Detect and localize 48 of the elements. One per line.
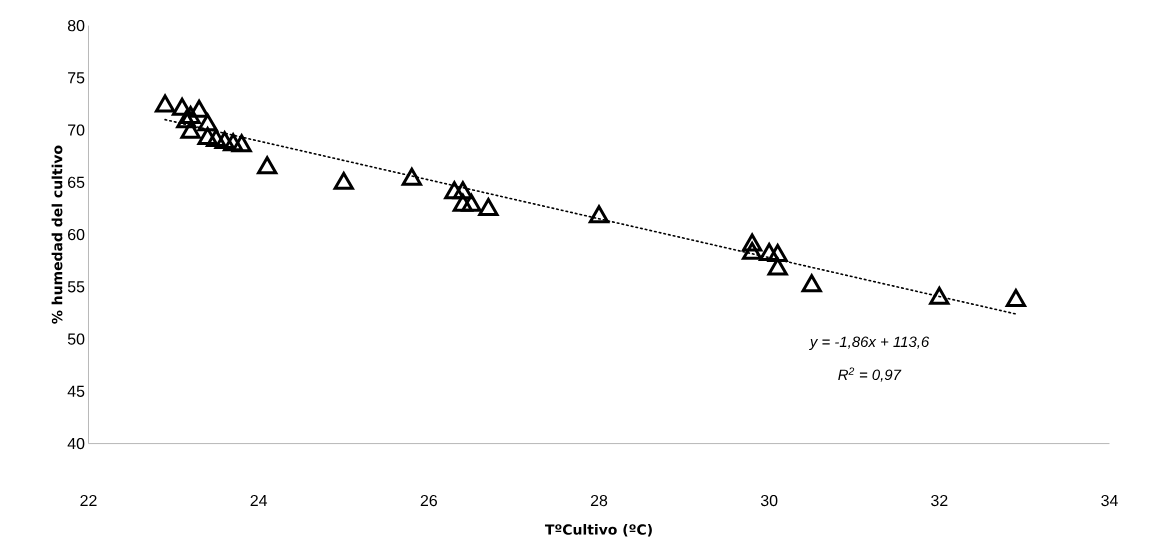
annotation: y = -1,86x + 113,6 (809, 336, 930, 351)
y-axis-title: % humedad del cultivo (51, 145, 63, 324)
y-tick-label: 70 (68, 124, 85, 136)
point (588, 205, 610, 224)
x-tick-label: 34 (1101, 494, 1118, 507)
point (197, 113, 218, 132)
point (444, 181, 465, 200)
point (257, 156, 278, 175)
point (742, 241, 763, 260)
y-tick-label: 55 (67, 281, 85, 293)
x-tick-label: 28 (590, 494, 608, 507)
point (929, 286, 950, 305)
point (801, 274, 822, 293)
y-tick-label: 45 (67, 385, 85, 397)
y-tick-label: 80 (67, 19, 85, 32)
point (1005, 288, 1027, 307)
point (742, 233, 763, 252)
x-axis-title: TºCultivo (ºC) (544, 524, 652, 537)
x-tick-label: 22 (80, 494, 97, 507)
point (171, 97, 193, 116)
x-tick-label: 26 (420, 494, 437, 507)
point (180, 120, 201, 139)
point (214, 131, 235, 150)
point (188, 99, 210, 118)
point (205, 129, 227, 148)
point (767, 244, 788, 262)
y-tick-label: 60 (68, 228, 85, 241)
point (154, 94, 176, 113)
point (401, 167, 422, 186)
point (223, 133, 244, 152)
point (197, 126, 218, 145)
y-tick-label: 50 (67, 333, 85, 345)
y-tick-label: 75 (68, 72, 85, 84)
y-tick-label: 40 (67, 437, 85, 450)
point (333, 171, 354, 190)
point (452, 193, 473, 212)
x-tick-label: 30 (760, 494, 778, 507)
point (767, 257, 788, 276)
point (461, 193, 482, 212)
x-tick-label: 32 (931, 494, 948, 507)
point (759, 242, 780, 261)
text: R$^{2}$ = 0,97 (838, 367, 902, 382)
point (231, 134, 252, 153)
point (176, 110, 197, 129)
y-tick-label: 65 (68, 176, 85, 188)
point (452, 181, 473, 200)
point (478, 198, 499, 216)
x-tick-label: 24 (250, 494, 268, 507)
